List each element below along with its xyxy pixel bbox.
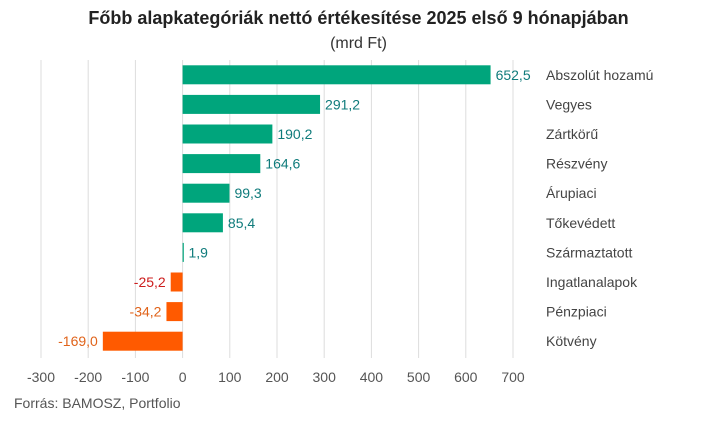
x-tick-label: -200 [74, 369, 102, 385]
x-tick-label: 400 [360, 369, 384, 385]
bar-4 [182, 183, 230, 203]
category-label: Ingatlanalapok [546, 274, 638, 290]
x-tick-label: 100 [218, 369, 242, 385]
category-label: Tőkevédett [546, 215, 615, 231]
data-label: 85,4 [228, 215, 255, 231]
data-label: 652,5 [496, 67, 531, 83]
data-label: -25,2 [134, 274, 166, 290]
data-label: 190,2 [277, 126, 312, 142]
x-tick-label: -100 [121, 369, 149, 385]
x-tick-label: 500 [407, 369, 431, 385]
data-label: 164,6 [265, 156, 300, 172]
bar-5 [182, 213, 223, 233]
data-label: 1,9 [188, 244, 208, 260]
bar-2 [182, 124, 273, 144]
category-label: Kötvény [546, 333, 597, 349]
category-label: Árupiaci [546, 185, 597, 201]
category-label: Zártkörű [546, 126, 598, 142]
chart-title: Főbb alapkategóriák nettó értékesítése 2… [88, 8, 629, 28]
data-label: -169,0 [58, 333, 98, 349]
bar-9 [102, 331, 183, 351]
chart-subtitle: (mrd Ft) [330, 35, 387, 52]
category-label: Részvény [546, 156, 607, 172]
bar-3 [182, 154, 261, 174]
category-label: Vegyes [546, 96, 592, 112]
x-tick-label: -300 [27, 369, 55, 385]
bar-6 [182, 242, 184, 262]
x-tick-label: 0 [179, 369, 187, 385]
bar-0 [182, 65, 491, 85]
x-tick-label: 600 [454, 369, 478, 385]
category-label: Abszolút hozamú [546, 67, 653, 83]
bar-1 [182, 94, 321, 114]
x-tick-label: 200 [265, 369, 289, 385]
x-tick-label: 300 [313, 369, 337, 385]
data-label: 291,2 [325, 96, 360, 112]
bar-7 [170, 272, 183, 292]
data-label: -34,2 [130, 304, 162, 320]
x-tick-label: 700 [501, 369, 525, 385]
category-label: Származtatott [546, 244, 632, 260]
bar-8 [166, 302, 183, 322]
data-label: 99,3 [234, 185, 261, 201]
category-label: Pénzpiaci [546, 304, 607, 320]
chart-source: Forrás: BAMOSZ, Portfolio [14, 395, 181, 411]
